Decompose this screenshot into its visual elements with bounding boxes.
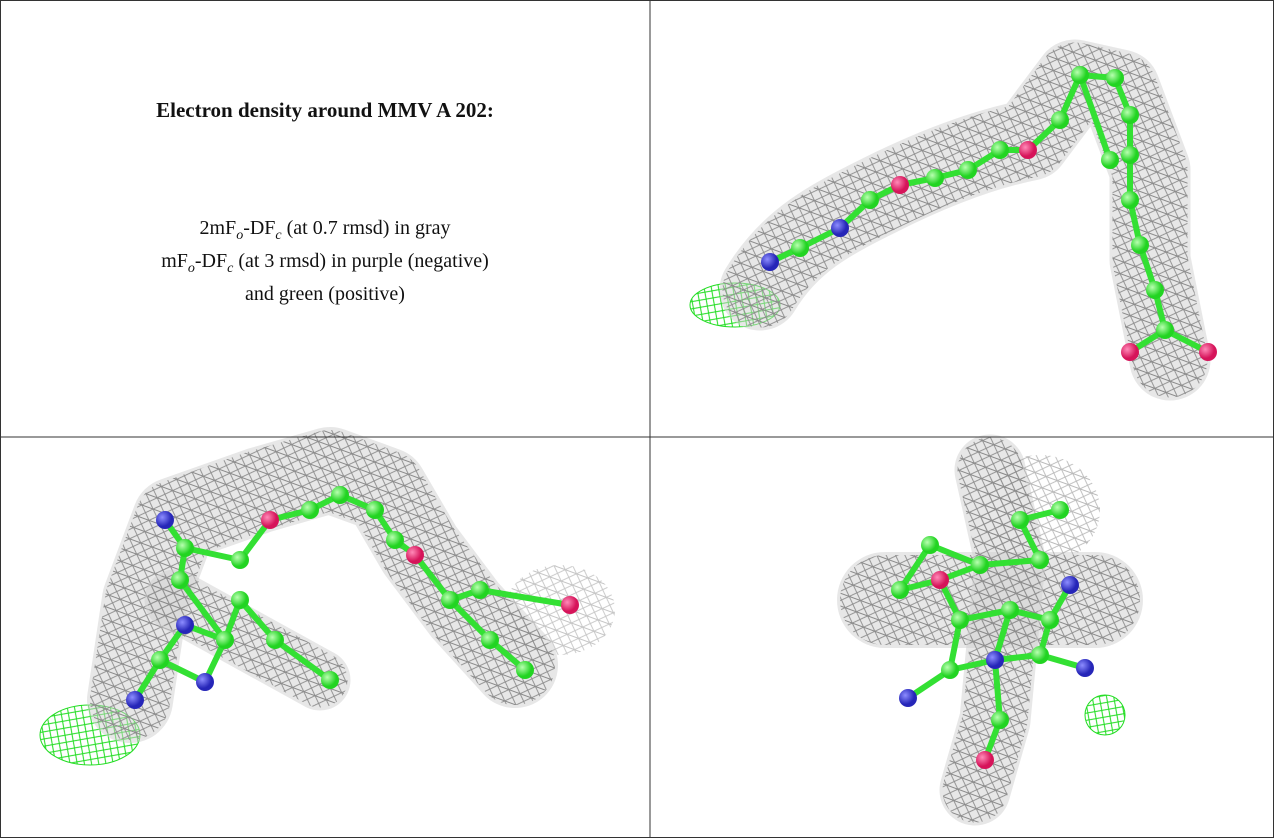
atom	[1121, 343, 1139, 361]
atom	[321, 671, 339, 689]
atom	[831, 219, 849, 237]
legend-text: (at 3 rmsd) in purple (negative)	[233, 250, 488, 272]
atom	[386, 531, 404, 549]
atom	[171, 571, 189, 589]
atom	[1041, 611, 1059, 629]
atom	[891, 581, 909, 599]
legend-line: 2mFo-DFc (at 0.7 rmsd) in gray	[0, 212, 650, 245]
atom	[261, 511, 279, 529]
legend-text: -DF	[243, 217, 275, 239]
atom	[231, 591, 249, 609]
text-cell: Electron density around MMV A 202: 2mFo-…	[0, 0, 650, 437]
atom	[1031, 646, 1049, 664]
atom	[951, 611, 969, 629]
atom	[1146, 281, 1164, 299]
atom	[266, 631, 284, 649]
atom	[1106, 69, 1124, 87]
atom	[1121, 191, 1139, 209]
atom	[991, 141, 1009, 159]
atom	[1061, 576, 1079, 594]
atom	[1076, 659, 1094, 677]
atom	[971, 556, 989, 574]
atom	[301, 501, 319, 519]
atom	[331, 486, 349, 504]
atom	[196, 673, 214, 691]
atom	[1001, 601, 1019, 619]
atom	[931, 571, 949, 589]
positive-mesh	[1085, 695, 1125, 735]
atom	[899, 689, 917, 707]
atom	[156, 511, 174, 529]
atom	[959, 161, 977, 179]
subscript: o	[188, 261, 195, 276]
atom	[151, 651, 169, 669]
atom	[1051, 111, 1069, 129]
atom	[441, 591, 459, 609]
atom	[1199, 343, 1217, 361]
atom	[861, 191, 879, 209]
atom	[1071, 66, 1089, 84]
atom	[926, 169, 944, 187]
legend-text: mF	[161, 250, 188, 272]
atom	[231, 551, 249, 569]
atom	[761, 253, 779, 271]
atom	[986, 651, 1004, 669]
atom	[1156, 321, 1174, 339]
atom	[921, 536, 939, 554]
caption-title: Electron density around MMV A 202:	[0, 98, 650, 123]
legend-text: (at 0.7 rmsd) in gray	[282, 217, 451, 239]
density-mesh	[760, 80, 1170, 360]
atom	[1011, 511, 1029, 529]
atom	[1121, 146, 1139, 164]
atom	[561, 596, 579, 614]
atom	[976, 751, 994, 769]
legend-line: and green (positive)	[0, 278, 650, 311]
atom	[941, 661, 959, 679]
legend-text: and green (positive)	[245, 283, 405, 305]
atom	[791, 239, 809, 257]
atom	[891, 176, 909, 194]
density-mesh	[980, 455, 1100, 565]
atom	[1019, 141, 1037, 159]
atom	[176, 539, 194, 557]
atom	[176, 616, 194, 634]
legend-text: 2mF	[200, 217, 237, 239]
legend-text: -DF	[195, 250, 227, 272]
atom	[1101, 151, 1119, 169]
atom	[1121, 106, 1139, 124]
atom	[1031, 551, 1049, 569]
atom	[126, 691, 144, 709]
page: Electron density around MMV A 202: 2mFo-…	[0, 0, 1274, 838]
atom	[406, 546, 424, 564]
atom	[1051, 501, 1069, 519]
legend-line: mFo-DFc (at 3 rmsd) in purple (negative)	[0, 245, 650, 278]
atom	[516, 661, 534, 679]
atom	[366, 501, 384, 519]
atom	[1131, 236, 1149, 254]
atom	[216, 631, 234, 649]
atom	[471, 581, 489, 599]
atom	[991, 711, 1009, 729]
density-mesh	[505, 565, 615, 655]
atom	[481, 631, 499, 649]
